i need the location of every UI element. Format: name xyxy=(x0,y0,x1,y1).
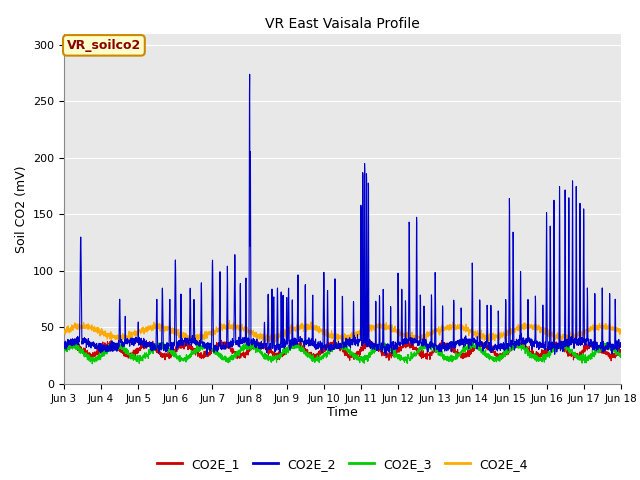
Y-axis label: Soil CO2 (mV): Soil CO2 (mV) xyxy=(15,165,28,252)
X-axis label: Time: Time xyxy=(327,407,358,420)
Title: VR East Vaisala Profile: VR East Vaisala Profile xyxy=(265,17,420,31)
Text: VR_soilco2: VR_soilco2 xyxy=(67,39,141,52)
Legend: CO2E_1, CO2E_2, CO2E_3, CO2E_4: CO2E_1, CO2E_2, CO2E_3, CO2E_4 xyxy=(152,453,533,476)
